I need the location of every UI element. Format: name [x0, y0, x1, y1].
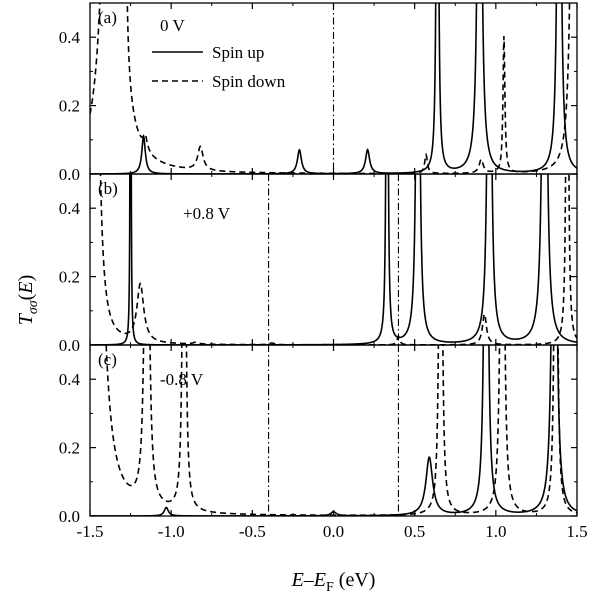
- voltage-label: +0.8 V: [183, 204, 231, 223]
- panel-label: (a): [98, 8, 117, 27]
- y-axis-title: Tσσ(E): [15, 275, 41, 326]
- legend-label: Spin up: [212, 43, 264, 62]
- y-tick-label: 0.2: [59, 268, 80, 287]
- x-tick-label: -0.5: [239, 522, 266, 541]
- x-tick-label: 1.5: [566, 522, 587, 541]
- panels-layer: 0.00.20.4(a) 0 V0.00.20.4(b)+0.8 V0.00.20…: [59, 2, 578, 526]
- voltage-label: 0 V: [160, 16, 185, 35]
- y-tick-label: 0.4: [59, 28, 81, 47]
- x-tick-label: 0.0: [323, 522, 344, 541]
- voltage-label: -0.8 V: [160, 370, 204, 389]
- y-tick-label: 0.4: [59, 370, 81, 389]
- y-tick-label: 0.4: [59, 199, 81, 218]
- panel-label: (b): [98, 179, 118, 198]
- y-tick-label: 0.0: [59, 507, 80, 526]
- panel-c: 0.0 0.2 0.4 (c) -0.8 V: [59, 344, 578, 526]
- x-tick-label: 1.0: [485, 522, 506, 541]
- labels-layer: Spin up Spin down -1.5 -1.0 -0.5 0.0 0.5 1.0 1.5…: [15, 43, 588, 595]
- x-tick-label: -1.0: [158, 522, 185, 541]
- y-tick-label: 0.0: [59, 165, 80, 184]
- y-tick-label: 0.0: [59, 336, 80, 355]
- legend-label: Spin down: [212, 72, 286, 91]
- panel-b: 0.0 0.2 0.4 (b) +0.8 V: [59, 173, 578, 355]
- x-tick-label: 0.5: [404, 522, 425, 541]
- y-tick-label: 0.2: [59, 97, 80, 116]
- x-tick-label: -1.5: [77, 522, 104, 541]
- panel-a: 0.0 0.2 0.4 (a) 0 V: [59, 2, 578, 184]
- panel-frame: [89, 173, 578, 346]
- x-axis-title: E–EF (eV): [291, 569, 376, 595]
- panel-label: (c): [98, 350, 117, 369]
- y-tick-label: 0.2: [59, 439, 80, 458]
- legend: Spin up Spin down: [152, 43, 286, 91]
